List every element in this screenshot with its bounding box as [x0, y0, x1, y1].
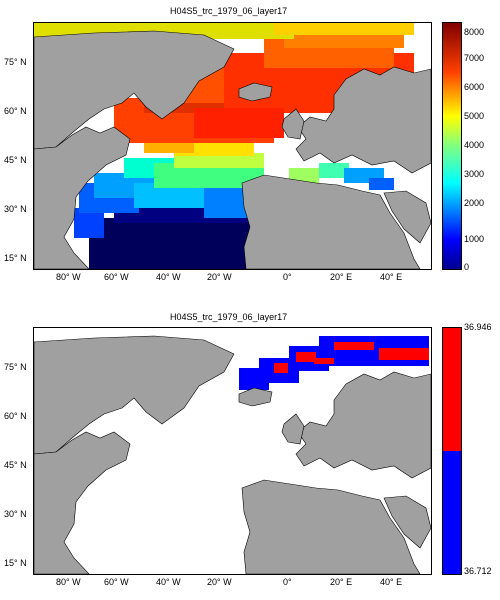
- top-panel: H04S5_trc_1979_06_layer17: [4, 6, 485, 282]
- x-tick-label: 40° E: [380, 272, 403, 282]
- x-tick-label: 40° W: [156, 272, 181, 282]
- x-tick-label: 40° E: [380, 577, 403, 587]
- y-tick-label: 60° N: [4, 411, 27, 421]
- colorbar-tick: 1000: [464, 234, 485, 244]
- colorbar-tick: 36.712: [464, 566, 492, 576]
- y-tick-label: 15° N: [4, 253, 27, 263]
- x-tick-label: 20° W: [207, 272, 232, 282]
- colorbar-tick: 5000: [464, 111, 485, 121]
- colorbar-tick: 8000: [464, 27, 485, 37]
- x-tick-label: 20° E: [330, 272, 353, 282]
- x-tick-label: 60° W: [104, 272, 129, 282]
- colorbar-red-segment: [443, 328, 461, 451]
- colorbar-tick: 3000: [464, 169, 485, 179]
- x-tick-label: 60° W: [104, 577, 129, 587]
- chart-title: H04S5_trc_1979_06_layer17: [170, 6, 288, 16]
- x-tick-label: 80° W: [56, 272, 81, 282]
- x-tick-label: 20° E: [330, 577, 353, 587]
- x-tick-label: 80° W: [56, 577, 81, 587]
- y-tick-label: 75° N: [4, 57, 27, 67]
- colorbar-tick: 4000: [464, 140, 485, 150]
- map-area: [33, 327, 432, 575]
- chart-title: H04S5_trc_1979_06_layer17: [170, 312, 288, 322]
- colorbar-tick: 6000: [464, 82, 485, 92]
- colorbar: [442, 22, 462, 270]
- y-tick-label: 30° N: [4, 509, 27, 519]
- y-tick-label: 15° N: [4, 558, 27, 568]
- colorbar: [442, 327, 462, 575]
- data-field: [239, 336, 429, 390]
- bottom-panel: H04S5_trc_1979_06_layer17: [0, 300, 500, 600]
- land: [34, 30, 431, 269]
- map-svg: [34, 335, 431, 574]
- land: [34, 335, 431, 574]
- y-tick-label: 30° N: [4, 204, 27, 214]
- y-tick-label: 45° N: [4, 155, 27, 165]
- x-tick-label: 40° W: [156, 577, 181, 587]
- x-tick-label: 20° W: [207, 577, 232, 587]
- x-tick-label: 0°: [283, 577, 292, 587]
- y-tick-label: 45° N: [4, 460, 27, 470]
- x-tick-label: 0°: [283, 272, 292, 282]
- map-svg: [34, 23, 431, 269]
- y-tick-label: 75° N: [4, 362, 27, 372]
- y-tick-label: 60° N: [4, 106, 27, 116]
- map-area: [33, 22, 432, 270]
- colorbar-tick: 2000: [464, 198, 485, 208]
- colorbar-blue-segment: [443, 451, 461, 574]
- colorbar-tick: 0: [464, 262, 470, 272]
- colorbar-tick: 36.946: [464, 322, 492, 332]
- colorbar-tick: 7000: [464, 53, 485, 63]
